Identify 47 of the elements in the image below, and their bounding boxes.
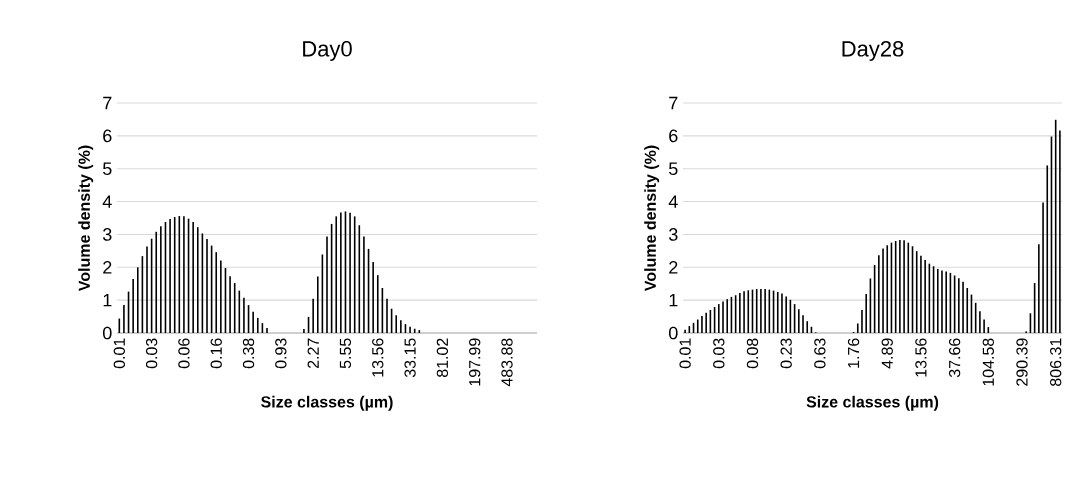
x-tick-label: 37.66 — [948, 338, 961, 378]
x-tick-label: 0.01 — [679, 338, 691, 369]
x-tick-label: 2.27 — [307, 338, 319, 369]
y-tick-label: 7 — [669, 96, 678, 110]
x-tick-label: 0.63 — [814, 338, 826, 369]
y-tick-label: 5 — [669, 162, 678, 175]
y-tick-label: 4 — [102, 195, 112, 208]
y-tick-label: 2 — [669, 261, 678, 274]
x-tick-label: 0.03 — [145, 338, 158, 369]
x-tick-label: 483.88 — [501, 338, 513, 387]
y-tick-label: 0 — [669, 326, 678, 340]
x-tick-label: 197.99 — [469, 338, 481, 386]
x-tick-label: 806.31 — [1050, 338, 1062, 386]
x-tick-label: 104.58 — [982, 338, 994, 386]
y-tick-label: 2 — [103, 261, 112, 274]
y-tick-label: 7 — [103, 96, 112, 110]
x-tick-label: 13.56 — [372, 338, 384, 377]
x-tick-label: 0.16 — [210, 338, 222, 369]
y-axis-title: Volume density (%) — [78, 145, 94, 292]
x-axis-title: Size classes (µm) — [806, 395, 939, 411]
chart-title: Day0 — [303, 41, 352, 61]
y-tick-label: 6 — [103, 129, 112, 143]
x-tick-label: 0.38 — [242, 338, 255, 369]
x-tick-label: 0.23 — [780, 338, 792, 369]
y-tick-label: 3 — [668, 228, 678, 241]
y-tick-label: 1 — [103, 293, 112, 307]
y-tick-label: 6 — [669, 129, 678, 143]
x-tick-label: 0.01 — [113, 338, 125, 369]
y-axis-title: Volume density (%) — [644, 145, 660, 292]
x-tick-label: 33.15 — [404, 338, 416, 378]
x-tick-label: 81.02 — [436, 338, 449, 378]
x-tick-label: 0.93 — [275, 338, 287, 369]
x-tick-label: 1.76 — [847, 338, 860, 368]
x-tick-label: 4.89 — [881, 338, 893, 369]
y-tick-label: 0 — [102, 326, 112, 340]
x-tick-label: 13.56 — [915, 338, 927, 377]
x-tick-label: 0.03 — [713, 338, 725, 369]
x-tick-label: 5.55 — [339, 338, 352, 369]
x-tick-label: 290.39 — [1016, 338, 1028, 386]
chart-title: Day28 — [842, 41, 904, 61]
y-tick-label: 5 — [102, 162, 112, 175]
x-tick-label: 0.06 — [178, 338, 190, 369]
x-tick-label: 0.08 — [746, 338, 759, 369]
y-tick-label: 4 — [668, 195, 678, 208]
y-tick-label: 3 — [102, 228, 112, 241]
y-tick-label: 1 — [669, 293, 678, 307]
x-axis-title: Size classes (µm) — [261, 395, 393, 411]
